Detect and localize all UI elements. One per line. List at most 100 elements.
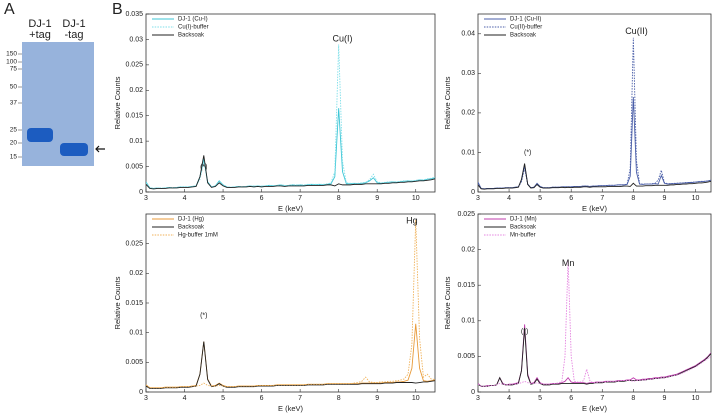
annotation: (*) — [200, 164, 207, 171]
y-tick-label: 0 — [471, 189, 475, 196]
annotation: (*) — [200, 312, 207, 319]
annotation: (*) — [521, 328, 528, 335]
y-tick-label: 0.005 — [125, 359, 143, 366]
x-tick-label: 3 — [144, 395, 148, 402]
legend-label: Backsoak — [510, 33, 537, 39]
series-line — [146, 323, 435, 389]
x-tick-label: 3 — [144, 195, 148, 202]
series-line — [146, 44, 435, 189]
y-tick-label: 0.015 — [457, 282, 475, 289]
marker-label: 75 — [10, 66, 18, 73]
x-tick-label: 8 — [631, 395, 635, 402]
plot-frame — [477, 13, 712, 193]
y-tick-label: 0 — [139, 189, 143, 196]
x-tick-label: 10 — [692, 195, 700, 202]
y-tick-label: 0.005 — [457, 353, 475, 360]
marker-label: 37 — [10, 100, 18, 107]
y-tick-label: 0.03 — [461, 70, 475, 77]
y-axis-label: Relative Counts — [113, 276, 122, 329]
x-tick-label: 6 — [260, 195, 264, 202]
legend-label: Cu(I)-buffer — [178, 25, 209, 31]
x-tick-label: 7 — [298, 395, 302, 402]
y-tick-label: 0.035 — [125, 11, 143, 18]
y-tick-label: 0.01 — [461, 149, 475, 156]
x-tick-label: 8 — [631, 195, 635, 202]
lane-label: -tag — [65, 29, 84, 41]
legend-label: Backsoak — [178, 33, 205, 39]
series-line — [478, 163, 711, 190]
x-tick-label: 5 — [538, 395, 542, 402]
x-tick-label: 6 — [569, 395, 573, 402]
x-tick-label: 7 — [298, 195, 302, 202]
marker-label: 150 — [6, 51, 17, 58]
legend-label: Mn-buffer — [510, 233, 536, 239]
marker-label: 15 — [10, 154, 18, 161]
gel-band — [60, 143, 88, 156]
x-tick-label: 9 — [662, 195, 666, 202]
gel — [22, 42, 105, 166]
x-tick-label: 8 — [337, 395, 341, 402]
y-axis-label: Relative Counts — [443, 76, 452, 129]
x-tick-label: 5 — [221, 395, 225, 402]
annotation: Hg — [406, 215, 418, 225]
annotation: (*) — [524, 150, 531, 157]
y-tick-label: 0.025 — [125, 62, 143, 69]
legend-label: Cu(II)-buffer — [510, 25, 542, 31]
panel-label: A — [4, 1, 15, 18]
y-tick-label: 0.01 — [461, 318, 475, 325]
legend-label: Backsoak — [178, 225, 205, 231]
y-tick-label: 0.01 — [129, 138, 143, 145]
lane-label: DJ-1 — [62, 18, 85, 30]
x-tick-label: 6 — [260, 395, 264, 402]
legend-label: DJ-1 (Hg) — [178, 217, 204, 223]
lane-label: DJ-1 — [28, 18, 51, 30]
y-tick-label: 0.025 — [457, 211, 475, 218]
x-tick-label: 10 — [692, 395, 700, 402]
legend-label: Backsoak — [510, 225, 537, 231]
y-tick-label: 0.015 — [125, 113, 143, 120]
series-line — [146, 219, 435, 389]
x-tick-label: 4 — [507, 395, 511, 402]
legend-label: Hg-buffer 1mM — [178, 233, 218, 239]
y-axis-label: Relative Counts — [113, 76, 122, 129]
annotation: Cu(II) — [625, 26, 648, 36]
y-tick-label: 0.02 — [461, 110, 475, 117]
x-tick-label: 4 — [183, 195, 187, 202]
x-axis-label: E (keV) — [582, 204, 608, 213]
annotation: Cu(I) — [333, 33, 353, 43]
series-line — [478, 324, 711, 387]
y-tick-label: 0.005 — [125, 163, 143, 170]
y-tick-label: 0.025 — [125, 241, 143, 248]
marker-label: 20 — [10, 140, 18, 147]
series-line — [478, 260, 711, 387]
series-line — [146, 155, 435, 190]
x-tick-label: 4 — [183, 395, 187, 402]
lane-label: +tag — [29, 29, 51, 41]
marker-label: 100 — [6, 59, 17, 66]
series-line — [146, 108, 435, 189]
x-tick-label: 3 — [476, 395, 480, 402]
plot-frame — [145, 13, 436, 193]
y-axis-label: Relative Counts — [443, 276, 452, 329]
y-tick-label: 0.02 — [129, 87, 143, 94]
legend-label: DJ-1 (Cu-II) — [510, 17, 541, 23]
x-tick-label: 6 — [569, 195, 573, 202]
marker-label: 50 — [10, 84, 18, 91]
series-line — [146, 341, 435, 389]
plot-frame — [145, 213, 436, 393]
y-tick-label: 0.015 — [125, 300, 143, 307]
x-tick-label: 3 — [476, 195, 480, 202]
y-tick-label: 0.04 — [461, 31, 475, 38]
x-tick-label: 9 — [375, 395, 379, 402]
y-tick-label: 0.02 — [129, 270, 143, 277]
y-tick-label: 0 — [471, 389, 475, 396]
x-axis-label: E (keV) — [278, 204, 304, 213]
y-tick-label: 0.02 — [461, 246, 475, 253]
gel-band — [27, 128, 53, 142]
x-tick-label: 7 — [600, 395, 604, 402]
x-tick-label: 8 — [337, 195, 341, 202]
x-tick-label: 9 — [662, 395, 666, 402]
series-line — [478, 37, 711, 190]
legend-label: DJ-1 (Cu-I) — [178, 17, 208, 23]
